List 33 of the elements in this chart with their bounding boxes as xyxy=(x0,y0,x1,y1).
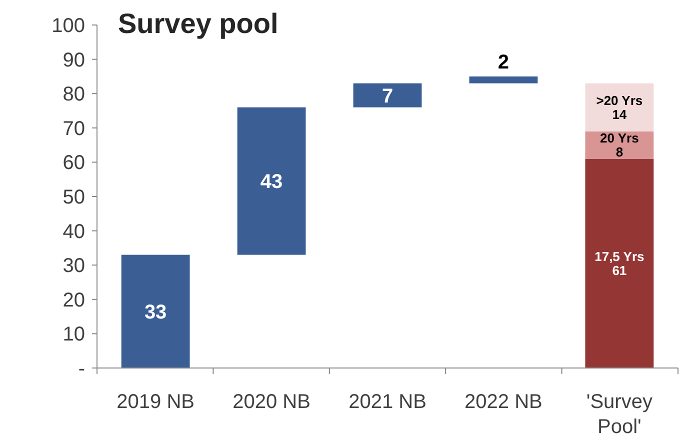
data-label: 61 xyxy=(612,262,627,278)
bar xyxy=(585,83,654,132)
data-label: 2 xyxy=(498,51,510,74)
data-label: 43 xyxy=(260,171,283,194)
data-label: 33 xyxy=(144,301,167,324)
x-tick-label: 'Survey Pool' xyxy=(586,391,652,438)
bar xyxy=(585,158,654,368)
y-tick-label: 60 xyxy=(62,152,85,174)
x-tick-label: 2021 NB xyxy=(348,391,426,413)
y-tick-label: 100 xyxy=(52,15,85,37)
bar xyxy=(353,83,422,108)
y-tick-label: 70 xyxy=(62,118,85,140)
series-label: 17,5 Yrs xyxy=(594,248,644,264)
y-tick-label: 80 xyxy=(62,84,85,106)
x-tick-label: 2019 NB xyxy=(116,391,194,413)
y-tick-label: 40 xyxy=(62,220,85,243)
bar xyxy=(121,254,190,368)
bar xyxy=(237,107,306,255)
data-label: 7 xyxy=(382,85,394,108)
y-tick-label: - xyxy=(78,358,85,380)
series-label: >20 Yrs xyxy=(596,92,643,108)
bar xyxy=(469,76,538,84)
x-tick-label: 2022 NB xyxy=(464,391,542,413)
y-tick-label: 10 xyxy=(62,324,85,346)
chart-title: Survey pool xyxy=(118,8,278,39)
data-label: 14 xyxy=(612,106,628,122)
y-tick-label: 90 xyxy=(62,49,85,72)
y-tick-label: 30 xyxy=(62,255,85,278)
y-tick-label: 20 xyxy=(62,289,85,312)
data-label: 8 xyxy=(616,144,624,160)
x-tick-label: 2020 NB xyxy=(232,391,310,413)
series-label: 20 Yrs xyxy=(600,130,639,146)
y-tick-label: 50 xyxy=(62,186,85,208)
